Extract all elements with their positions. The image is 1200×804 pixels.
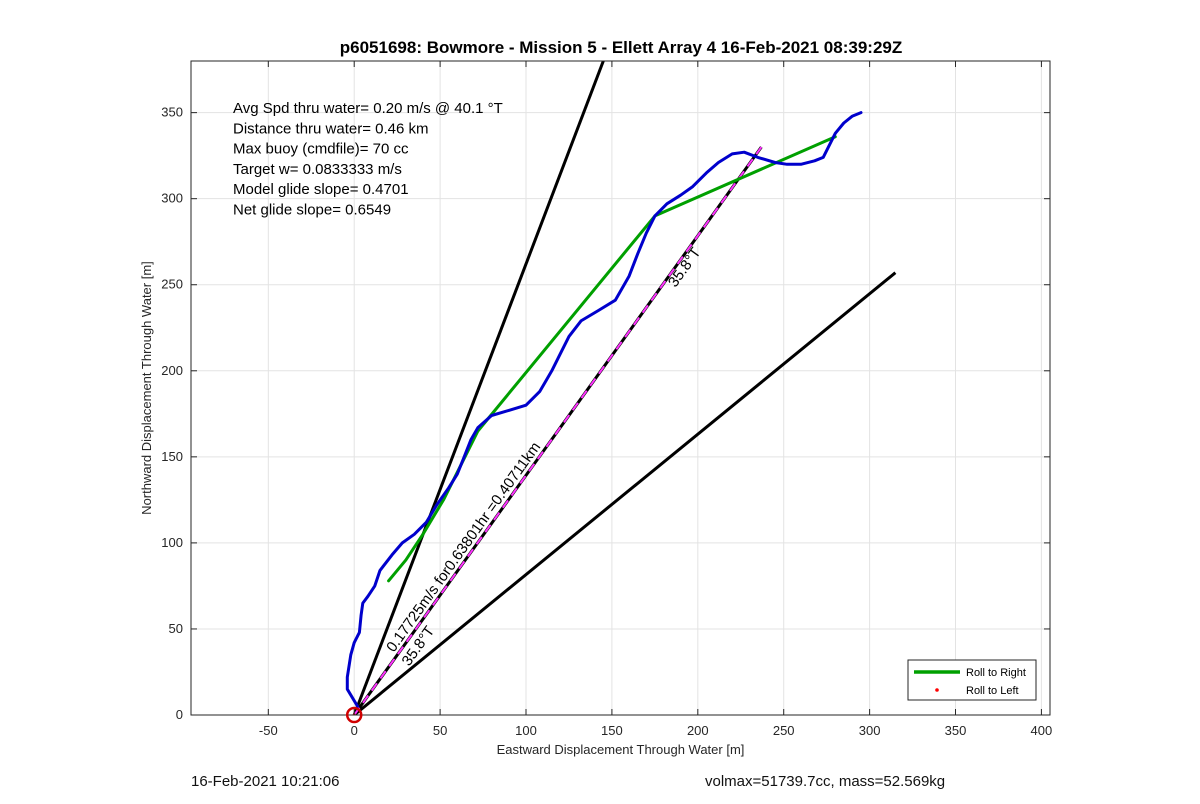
reference-lines <box>352 61 897 715</box>
y-tick-label: 150 <box>161 449 183 464</box>
grid <box>191 61 1050 716</box>
x-tick-label: 400 <box>1031 723 1053 738</box>
annotation-line: Net glide slope= 0.6549 <box>233 202 391 219</box>
y-tick-label: 350 <box>161 105 183 120</box>
x-tick-label: 250 <box>773 723 795 738</box>
legend-label: Roll to Left <box>966 685 1019 697</box>
axis-ticks: -50 0 50 100 150 200 250 300 350 400 0 50 100 150 200 2… <box>161 61 1052 738</box>
reference-line-overlay <box>353 146 763 715</box>
axes-box <box>190 60 1051 716</box>
reference-line-1 <box>352 61 605 715</box>
x-tick-label: 150 <box>601 723 623 738</box>
footer-timestamp: 16-Feb-2021 10:21:06 <box>191 773 340 790</box>
y-tick-label: 200 <box>161 363 183 378</box>
annotation-block: Avg Spd thru water= 0.20 m/s @ 40.1 °T Di… <box>233 100 503 219</box>
annotation-line: Max buoy (cmdfile)= 70 cc <box>233 141 409 158</box>
annotation-line: Model glide slope= 0.4701 <box>233 181 409 198</box>
x-tick-label: 350 <box>945 723 967 738</box>
track-label: 35.8°T <box>665 245 705 291</box>
annotation-line: Distance thru water= 0.46 km <box>233 120 429 137</box>
x-tick-label: 200 <box>687 723 709 738</box>
legend-label: Roll to Right <box>966 667 1026 679</box>
track-label: 0.17725m/s for0.63801hr =0.40711km <box>383 439 544 655</box>
y-tick-label: 250 <box>161 277 183 292</box>
x-axis-label: Eastward Displacement Through Water [m] <box>497 742 745 757</box>
x-tick-label: 50 <box>433 723 447 738</box>
legend-box <box>907 659 1037 701</box>
reference-line-2 <box>353 271 897 715</box>
annotation-line: Avg Spd thru water= 0.20 m/s @ 40.1 °T <box>233 100 503 117</box>
start-marker <box>345 706 363 724</box>
legend: Roll to Right Roll to Left <box>907 659 1037 701</box>
x-tick-label: -50 <box>259 723 278 738</box>
y-tick-label: 100 <box>161 535 183 550</box>
legend-swatch-dot <box>935 688 939 692</box>
footer-stats: volmax=51739.7cc, mass=52.569kg <box>705 773 946 790</box>
chart-title: p6051698: Bowmore - Mission 5 - Ellett A… <box>340 38 903 57</box>
annotation-line: Target w= 0.0833333 m/s <box>233 161 402 178</box>
x-tick-label: 0 <box>351 723 358 738</box>
y-tick-label: 0 <box>176 707 183 722</box>
y-tick-label: 300 <box>161 191 183 206</box>
y-tick-label: 50 <box>169 621 183 636</box>
y-axis-label: Northward Displacement Through Water [m] <box>139 261 154 515</box>
series-line-2 <box>345 111 863 708</box>
x-tick-label: 100 <box>515 723 537 738</box>
x-tick-label: 300 <box>859 723 881 738</box>
